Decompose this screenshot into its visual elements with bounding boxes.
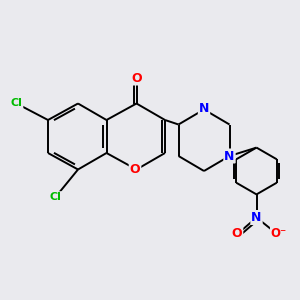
Text: N: N	[251, 211, 262, 224]
Text: O: O	[131, 71, 142, 85]
Text: O⁻: O⁻	[271, 226, 287, 240]
Text: O: O	[232, 226, 242, 240]
Text: Cl: Cl	[50, 192, 61, 202]
Text: N: N	[224, 149, 235, 163]
Text: O: O	[130, 163, 140, 176]
Text: Cl: Cl	[11, 98, 22, 109]
Text: N: N	[199, 101, 209, 115]
